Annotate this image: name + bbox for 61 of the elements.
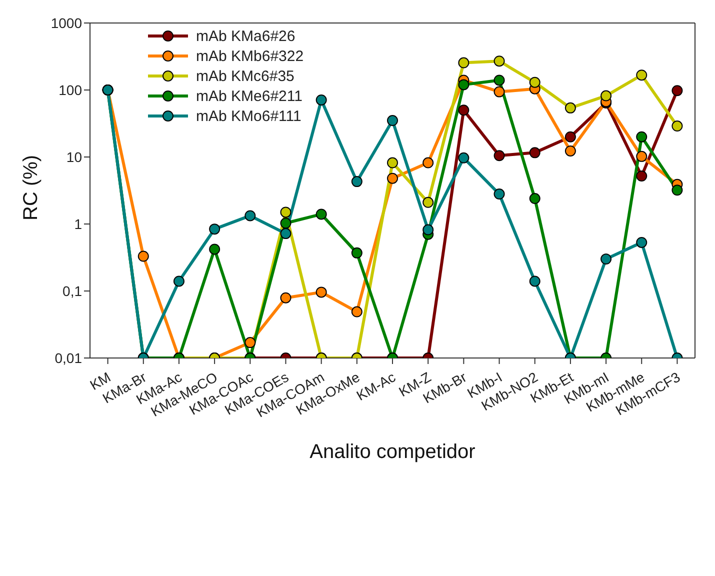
- y-axis-title: RC (%): [20, 154, 42, 220]
- point: [494, 56, 505, 67]
- point: [636, 150, 648, 162]
- x-axis-title: Analito competidor: [310, 441, 476, 463]
- point: [636, 236, 648, 248]
- point: [316, 208, 327, 220]
- point: [636, 70, 648, 81]
- point: [458, 152, 470, 164]
- point: [351, 306, 362, 318]
- point: [422, 157, 434, 168]
- y-tick-label: 0,1: [62, 282, 82, 299]
- point: [494, 86, 505, 98]
- point: [138, 250, 149, 262]
- point: [387, 172, 398, 184]
- y-tick-label: 1: [74, 216, 82, 232]
- point: [564, 145, 576, 156]
- legend-label: mAb KMc6#35: [196, 68, 294, 84]
- point: [173, 276, 184, 287]
- point: [672, 120, 683, 132]
- point: [244, 210, 256, 222]
- point: [316, 94, 327, 106]
- point: [458, 57, 470, 68]
- point: [636, 131, 648, 142]
- point: [280, 206, 292, 218]
- point: [529, 147, 540, 158]
- point: [636, 170, 648, 182]
- y-tick-label: 0,01: [54, 350, 82, 366]
- point: [529, 276, 540, 287]
- legend-label: mAb KMb6#322: [196, 48, 304, 64]
- legend-label: mAb KMe6#211: [196, 88, 302, 104]
- point: [564, 131, 576, 142]
- point: [244, 337, 256, 348]
- point: [529, 193, 540, 204]
- point: [672, 85, 683, 96]
- point: [458, 79, 470, 90]
- point: [387, 115, 398, 126]
- point: [422, 224, 434, 236]
- point: [316, 286, 327, 298]
- point: [280, 228, 292, 240]
- legend-label: mAb KMa6#26: [196, 28, 296, 44]
- point: [351, 247, 362, 258]
- legend-label: mAb KMo6#111: [196, 108, 302, 124]
- y-tick-label: 100: [58, 82, 82, 98]
- point: [600, 90, 612, 102]
- point: [494, 74, 505, 86]
- point: [494, 188, 505, 200]
- point: [280, 292, 292, 304]
- point: [280, 218, 292, 229]
- point: [494, 150, 505, 162]
- point: [564, 102, 576, 114]
- y-tick-label: 1000: [50, 14, 82, 31]
- point: [387, 157, 398, 168]
- point: [600, 254, 612, 265]
- point: [458, 104, 470, 116]
- point: [529, 76, 540, 88]
- y-tick-label: 10: [66, 148, 82, 165]
- point: [209, 224, 220, 235]
- point: [209, 244, 220, 255]
- point: [351, 176, 362, 188]
- point: [422, 196, 434, 208]
- point: [672, 184, 683, 196]
